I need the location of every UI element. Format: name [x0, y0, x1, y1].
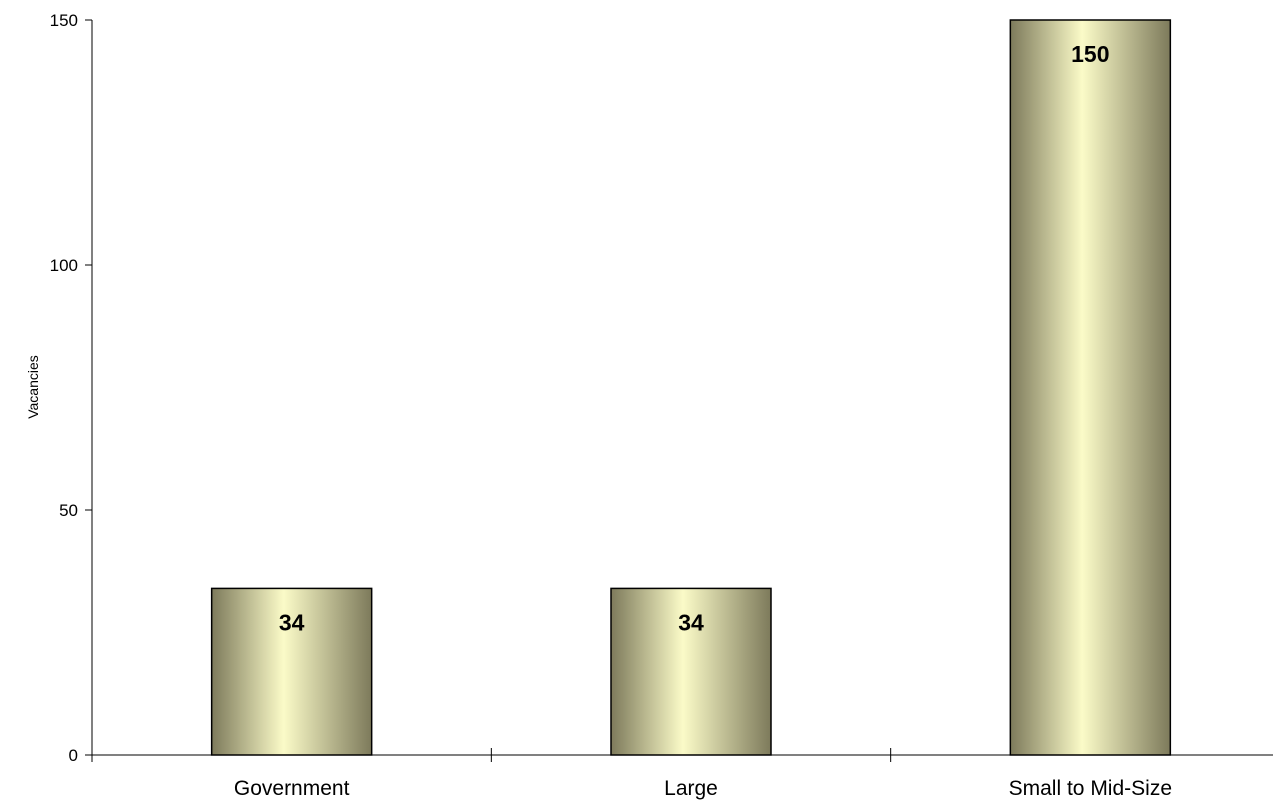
bar-large — [610, 587, 772, 756]
bars — [210, 19, 1172, 756]
x-tick-label: Large — [664, 777, 718, 800]
y-axis-title: Vacancies — [25, 355, 41, 419]
y-tick-label: 150 — [50, 11, 78, 30]
y-tick-label: 50 — [59, 501, 78, 520]
x-tick-label: Government — [234, 777, 350, 800]
y-tick-label: 0 — [69, 746, 78, 765]
bar-government — [210, 587, 373, 756]
x-category-labels: Government Large Small to Mid-Size — [234, 777, 1172, 800]
data-label: 34 — [678, 609, 704, 635]
bar-small-to-mid-size — [1009, 19, 1172, 756]
x-tick-label: Small to Mid-Size — [1009, 777, 1172, 800]
data-label: 34 — [279, 609, 305, 635]
y-tick-label: 100 — [50, 256, 78, 275]
y-ticks: 0 50 100 150 — [50, 11, 92, 765]
data-labels: 34 34 150 — [279, 41, 1110, 635]
data-label: 150 — [1071, 41, 1109, 67]
x-ticks — [91, 748, 892, 762]
